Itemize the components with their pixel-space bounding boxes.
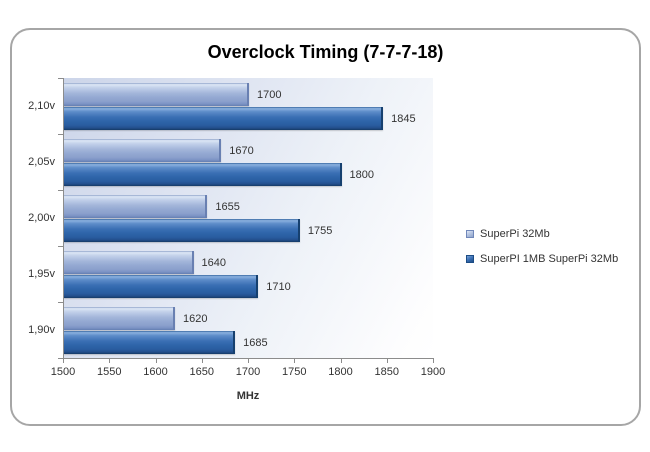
bar-value-label: 1620 [183, 313, 208, 325]
x-axis-tick-label: 1850 [374, 366, 399, 378]
bar-series1 [64, 251, 194, 274]
bar-series2 [64, 331, 236, 354]
x-axis-tick-label: 1650 [189, 366, 214, 378]
x-axis-tick [248, 358, 249, 363]
x-axis-tick-label: 1750 [282, 366, 307, 378]
y-axis-tick [58, 190, 63, 191]
legend-item-series1: SuperPi 32Mb [466, 228, 618, 240]
x-axis-tick-label: 1500 [50, 366, 76, 378]
bar-series2 [64, 107, 384, 130]
y-axis-label: 2,05v [28, 156, 55, 168]
bar-series2 [64, 219, 300, 242]
bar-series1 [64, 139, 222, 162]
bar-value-label: 1700 [257, 89, 282, 101]
x-axis-tick-label: 1550 [97, 366, 122, 378]
bar-series1 [64, 307, 175, 330]
y-axis-tick [58, 246, 63, 247]
bar-series1 [64, 83, 249, 106]
x-axis-tick [433, 358, 434, 363]
y-axis-label: 1,95v [28, 268, 55, 280]
x-axis-tick-label: 1800 [328, 366, 353, 378]
bar-value-label: 1755 [307, 225, 333, 237]
x-axis-tick-label: 1900 [420, 366, 446, 378]
x-axis-tick [109, 358, 111, 363]
bar-series2 [64, 275, 259, 298]
legend-label-series2: SuperPI 1MB SuperPi 32Mb [480, 253, 619, 265]
x-axis-tick [63, 358, 64, 363]
bar-value-label: 1685 [243, 337, 268, 349]
bar-value-label: 1640 [201, 257, 226, 269]
y-axis-label: 1,90v [28, 324, 55, 336]
legend-swatch-light-icon [466, 230, 474, 238]
x-axis-tick [386, 358, 388, 363]
bar-value-label: 1845 [391, 113, 416, 125]
y-axis-tick [58, 358, 63, 359]
y-axis-label: 2,10v [28, 100, 55, 112]
y-axis-tick [58, 134, 63, 135]
legend: SuperPi 32Mb SuperPI 1MB SuperPi 32Mb [466, 228, 618, 265]
bar-value-label: 1800 [349, 169, 374, 181]
y-axis-tick [58, 78, 63, 79]
x-axis-tick [155, 358, 157, 363]
x-axis-tick [340, 358, 342, 363]
legend-item-series2: SuperPI 1MB SuperPi 32Mb [466, 253, 618, 265]
x-axis-tick [201, 358, 203, 363]
legend-label-series1: SuperPi 32Mb [480, 228, 550, 240]
y-axis-label: 2,00v [28, 212, 55, 224]
x-axis-tick-label: 1600 [143, 366, 168, 378]
y-axis-line [63, 78, 64, 359]
x-axis-title: MHz [236, 390, 260, 402]
legend-swatch-dark-icon [466, 255, 474, 263]
chart-title: Overclock Timing (7-7-7-18) [207, 42, 444, 62]
bar-value-label: 1670 [229, 145, 254, 157]
y-axis-tick [58, 302, 63, 303]
bar-series2 [64, 163, 342, 186]
x-axis-tick-label: 1700 [235, 366, 261, 378]
bar-value-label: 1710 [266, 281, 291, 293]
x-axis-tick [294, 358, 296, 363]
bar-value-label: 1655 [215, 201, 240, 213]
bar-series1 [64, 195, 208, 218]
